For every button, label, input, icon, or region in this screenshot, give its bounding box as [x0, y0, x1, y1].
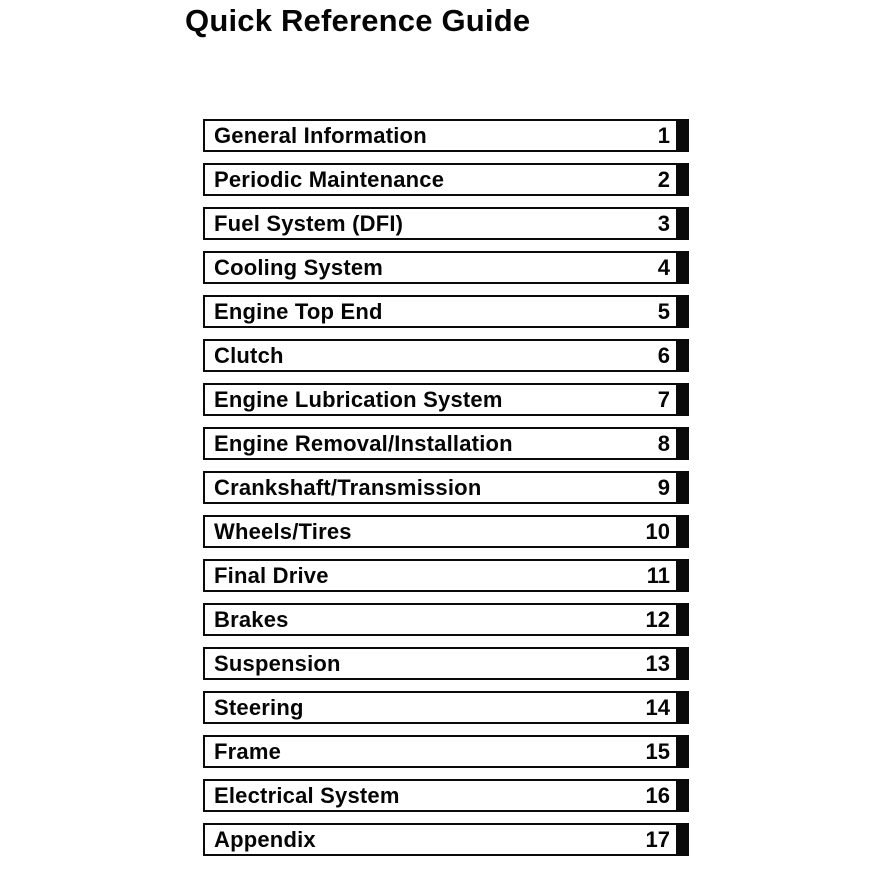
section-label: Frame [214, 738, 282, 764]
section-row: Final Drive 11 [203, 559, 689, 592]
section-tab-bar [678, 823, 689, 856]
section-row-box: Cooling System 4 [203, 251, 678, 284]
section-number: 6 [657, 342, 670, 368]
section-tab-bar [678, 779, 689, 812]
section-row: Frame 15 [203, 735, 689, 768]
section-row-box: Appendix 17 [203, 823, 678, 856]
section-row-box: Brakes 12 [203, 603, 678, 636]
section-number: 14 [645, 694, 670, 720]
section-number: 8 [657, 430, 670, 456]
section-row: Brakes 12 [203, 603, 689, 636]
page-title: Quick Reference Guide [185, 3, 531, 38]
section-row: Appendix 17 [203, 823, 689, 856]
section-row-box: Clutch 6 [203, 339, 678, 372]
section-row-box: Crankshaft/Transmission 9 [203, 471, 678, 504]
section-row: Periodic Maintenance 2 [203, 163, 689, 196]
section-number: 13 [645, 650, 670, 676]
section-label: Cooling System [214, 254, 384, 280]
section-tab-bar [678, 339, 689, 372]
section-label: Final Drive [214, 562, 329, 588]
section-tab-bar [678, 515, 689, 548]
section-label: Steering [214, 694, 304, 720]
section-tab-bar [678, 559, 689, 592]
section-row: Engine Lubrication System 7 [203, 383, 689, 416]
section-number: 7 [657, 386, 670, 412]
section-tab-bar [678, 471, 689, 504]
section-list: General Information 1 Periodic Maintenan… [203, 119, 689, 867]
section-row-box: Engine Removal/Installation 8 [203, 427, 678, 460]
section-row-box: Fuel System (DFI) 3 [203, 207, 678, 240]
section-row-box: Frame 15 [203, 735, 678, 768]
section-row-box: Engine Lubrication System 7 [203, 383, 678, 416]
section-tab-bar [678, 383, 689, 416]
section-row: Engine Top End 5 [203, 295, 689, 328]
section-row-box: Wheels/Tires 10 [203, 515, 678, 548]
section-tab-bar [678, 691, 689, 724]
section-tab-bar [678, 163, 689, 196]
section-number: 5 [657, 298, 670, 324]
section-label: Brakes [214, 606, 289, 632]
section-row-box: Electrical System 16 [203, 779, 678, 812]
section-row: General Information 1 [203, 119, 689, 152]
section-row: Engine Removal/Installation 8 [203, 427, 689, 460]
section-row: Fuel System (DFI) 3 [203, 207, 689, 240]
section-number: 10 [645, 518, 670, 544]
section-label: Periodic Maintenance [214, 166, 445, 192]
section-row-box: Periodic Maintenance 2 [203, 163, 678, 196]
section-tab-bar [678, 647, 689, 680]
section-row: Electrical System 16 [203, 779, 689, 812]
section-tab-bar [678, 603, 689, 636]
section-number: 16 [645, 782, 670, 808]
section-row-box: General Information 1 [203, 119, 678, 152]
section-tab-bar [678, 251, 689, 284]
section-label: Engine Lubrication System [214, 386, 503, 412]
section-label: Suspension [214, 650, 341, 676]
section-label: Engine Top End [214, 298, 383, 324]
section-label: Electrical System [214, 782, 400, 808]
section-row-box: Suspension 13 [203, 647, 678, 680]
section-tab-bar [678, 427, 689, 460]
section-number: 12 [645, 606, 670, 632]
section-number: 4 [657, 254, 670, 280]
section-tab-bar [678, 735, 689, 768]
section-row: Steering 14 [203, 691, 689, 724]
section-row: Crankshaft/Transmission 9 [203, 471, 689, 504]
section-tab-bar [678, 119, 689, 152]
section-label: Engine Removal/Installation [214, 430, 513, 456]
section-row: Wheels/Tires 10 [203, 515, 689, 548]
section-label: Fuel System (DFI) [214, 210, 404, 236]
section-number: 15 [645, 738, 670, 764]
section-number: 17 [645, 826, 670, 852]
section-row: Suspension 13 [203, 647, 689, 680]
section-number: 11 [646, 562, 670, 588]
section-label: Wheels/Tires [214, 518, 352, 544]
section-label: General Information [214, 122, 427, 148]
section-row: Cooling System 4 [203, 251, 689, 284]
section-row-box: Engine Top End 5 [203, 295, 678, 328]
section-label: Crankshaft/Transmission [214, 474, 482, 500]
section-tab-bar [678, 207, 689, 240]
section-number: 2 [657, 166, 670, 192]
section-row: Clutch 6 [203, 339, 689, 372]
section-label: Clutch [214, 342, 284, 368]
section-number: 3 [657, 210, 670, 236]
section-number: 1 [657, 122, 670, 148]
section-row-box: Steering 14 [203, 691, 678, 724]
section-number: 9 [657, 474, 670, 500]
section-label: Appendix [214, 826, 316, 852]
section-row-box: Final Drive 11 [203, 559, 678, 592]
section-tab-bar [678, 295, 689, 328]
